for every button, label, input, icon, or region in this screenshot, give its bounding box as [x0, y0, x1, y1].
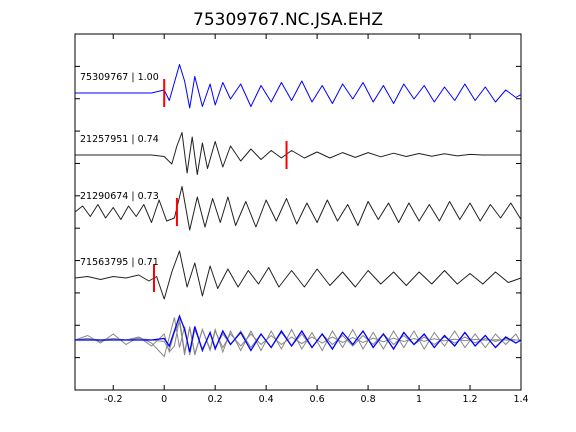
- x-tick-label: 0.2: [208, 394, 223, 405]
- x-tick-label: -0.2: [104, 394, 123, 405]
- x-tick-label: 1: [416, 394, 422, 405]
- x-tick-label: 0.4: [259, 394, 274, 405]
- chart-title: 75309767.NC.JSA.EHZ: [193, 10, 383, 30]
- x-tick-label: 0.8: [361, 394, 376, 405]
- trace-label: 21257951 | 0.74: [80, 134, 159, 145]
- trace-label: 71563795 | 0.71: [80, 257, 159, 268]
- axis-ticks: -0.2 0 0.2 0.4 0.6 0.8 1 1.2 1.4: [75, 34, 529, 405]
- trace-group: 75309767 | 1.00: [75, 64, 522, 109]
- trace-line: [75, 64, 522, 109]
- overlay-reference-line: [75, 314, 522, 353]
- trace-group: 21290674 | 0.73: [74, 186, 522, 231]
- trace-group: 21257951 | 0.74: [75, 132, 521, 175]
- overlay-stack: [74, 314, 522, 358]
- x-tick-label: 1.4: [513, 394, 528, 405]
- trace-group: 71563795 | 0.71: [74, 250, 522, 300]
- trace-line: [75, 132, 521, 175]
- trace-label: 75309767 | 1.00: [80, 72, 159, 83]
- x-tick-label: 0: [161, 394, 167, 405]
- trace-line: [74, 186, 522, 231]
- x-tick-label: 0.6: [310, 394, 325, 405]
- trace-label: 21290674 | 0.73: [80, 191, 159, 202]
- overlay-trace-line: [74, 320, 521, 356]
- traces: 75309767 | 1.00 21257951 | 0.74 21290674 |…: [74, 64, 522, 358]
- x-tick-label: 1.2: [462, 394, 477, 405]
